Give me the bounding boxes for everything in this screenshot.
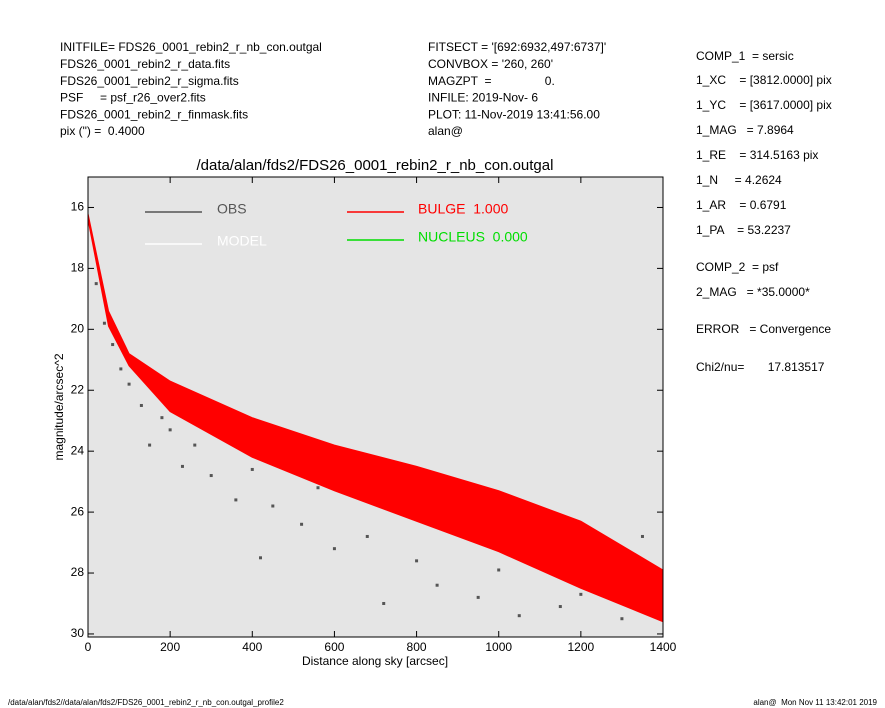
header-middle-line: PLOT: 11-Nov-2019 13:41:56.00	[428, 107, 600, 121]
obs-point	[365, 534, 369, 538]
y-tick-label: 22	[71, 382, 85, 396]
header-left-line: FDS26_0001_rebin2_r_data.fits	[60, 57, 230, 71]
legend-label: OBS	[217, 201, 247, 217]
obs-point	[316, 486, 320, 490]
header-left-line: INITFILE= FDS26_0001_rebin2_r_nb_con.out…	[60, 40, 322, 54]
obs-point	[620, 617, 624, 621]
legend-label: BULGE 1.000	[418, 201, 508, 217]
obs-point	[180, 464, 184, 468]
obs-point	[640, 534, 644, 538]
header-middle-line: INFILE: 2019-Nov- 6	[428, 91, 538, 105]
obs-point	[382, 601, 386, 605]
header-middle-line: alan@	[428, 124, 463, 138]
header-middle-line: CONVBOX = '260, 260'	[428, 57, 553, 71]
header-left-line: pix (") = 0.4000	[60, 124, 145, 138]
x-tick-label: 1200	[568, 640, 595, 654]
plot-frame	[87, 176, 664, 638]
legend-label: MODEL	[217, 233, 267, 249]
fit-result-line: COMP_1 = sersic	[696, 49, 794, 63]
header-left-line: PSF = psf_r26_over2.fits	[60, 91, 206, 105]
fit-result-line: 2_MAG = *35.0000*	[696, 285, 810, 299]
x-tick-label: 1400	[650, 640, 677, 654]
y-tick-label: 24	[71, 443, 85, 457]
obs-point	[119, 367, 123, 371]
fit-result-line: 1_N = 4.2624	[696, 173, 782, 187]
y-tick-label: 18	[71, 261, 85, 275]
y-tick-label: 16	[71, 200, 85, 214]
obs-point	[94, 282, 98, 286]
obs-point	[168, 428, 172, 432]
fit-result-line: 1_XC = [3812.0000] pix	[696, 73, 832, 87]
header-middle-line: FITSECT = '[692:6932,497:6737]'	[428, 40, 606, 54]
fit-result-line: 1_PA = 53.2237	[696, 223, 791, 237]
x-tick-label: 800	[407, 640, 427, 654]
obs-point	[517, 614, 521, 618]
x-tick-label: 400	[242, 640, 262, 654]
obs-point	[102, 321, 106, 325]
fit-result-line: ERROR = Convergence	[696, 322, 831, 336]
fit-result-line: COMP_2 = psf	[696, 260, 779, 274]
obs-point	[160, 416, 164, 420]
obs-point	[250, 467, 254, 471]
header-left-line: FDS26_0001_rebin2_r_finmask.fits	[60, 107, 248, 121]
fit-result-line: 1_AR = 0.6791	[696, 198, 787, 212]
y-tick-label: 20	[71, 321, 85, 335]
obs-point	[497, 568, 501, 572]
obs-point	[476, 595, 480, 599]
y-tick-label: 30	[71, 626, 85, 640]
obs-point	[209, 474, 213, 478]
footer-stamp: alan@ Mon Nov 11 13:42:01 2019	[753, 698, 877, 707]
obs-point	[127, 382, 131, 386]
obs-point	[271, 504, 275, 508]
obs-point	[300, 522, 304, 526]
x-tick-label: 1000	[485, 640, 512, 654]
y-tick-label: 28	[71, 565, 85, 579]
fit-result-line: 1_MAG = 7.8964	[696, 123, 794, 137]
chart-title: /data/alan/fds2/FDS26_0001_rebin2_r_nb_c…	[197, 157, 554, 174]
legend-label: NUCLEUS 0.000	[418, 229, 528, 245]
obs-point	[332, 547, 336, 551]
header-middle-line: MAGZPT = 0.	[428, 74, 555, 88]
fit-result-line: 1_RE = 314.5163 pix	[696, 148, 818, 162]
obs-point	[415, 559, 419, 563]
obs-point	[579, 592, 583, 596]
obs-point	[139, 403, 143, 407]
header-left-line: FDS26_0001_rebin2_r_sigma.fits	[60, 74, 239, 88]
obs-point	[234, 498, 238, 502]
footer-path: /data/alan/fds2//data/alan/fds2/FDS26_00…	[8, 698, 284, 707]
x-tick-label: 200	[160, 640, 180, 654]
obs-point	[259, 556, 262, 560]
x-tick-label: 0	[85, 640, 92, 654]
fit-result-line: 1_YC = [3617.0000] pix	[696, 98, 832, 112]
y-tick-label: 26	[71, 504, 85, 518]
y-axis-label: magnitude/arcsec^2	[52, 353, 66, 460]
obs-point	[193, 443, 197, 447]
x-axis-label: Distance along sky [arcsec]	[302, 654, 448, 668]
fit-result-line: Chi2/nu= 17.813517	[696, 360, 825, 374]
obs-point	[435, 583, 439, 587]
obs-point	[111, 343, 115, 347]
obs-point	[558, 605, 562, 609]
obs-point	[148, 443, 152, 447]
x-tick-label: 600	[324, 640, 344, 654]
